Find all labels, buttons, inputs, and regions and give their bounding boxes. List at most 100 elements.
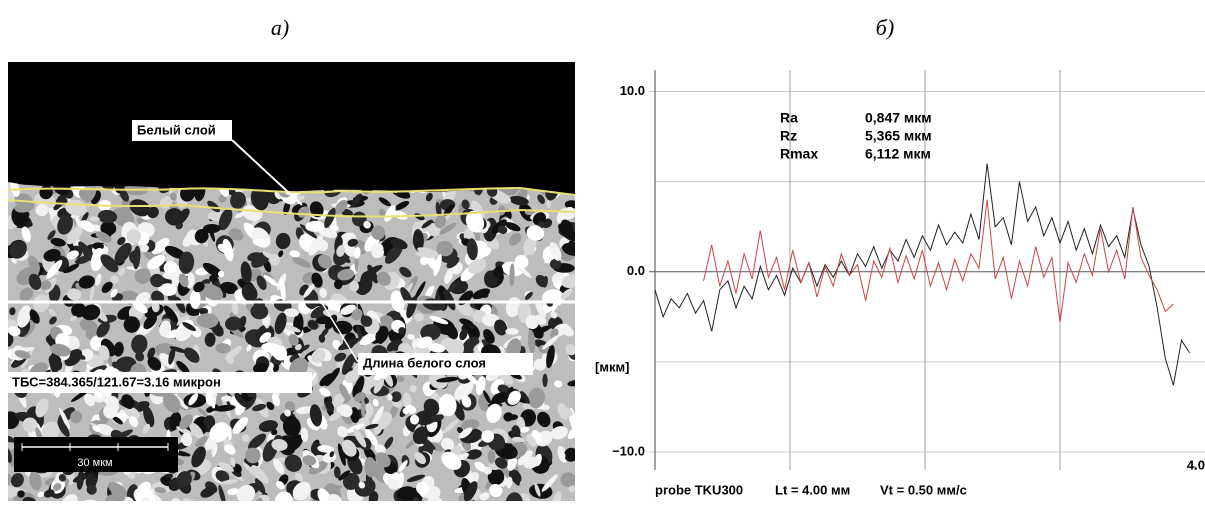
grain (17, 490, 25, 498)
grain (174, 208, 190, 225)
grain (284, 454, 303, 472)
grain (407, 333, 415, 340)
grain (317, 254, 332, 269)
grain (303, 284, 315, 298)
grain (434, 215, 447, 229)
grain (288, 333, 299, 346)
grain (520, 391, 530, 404)
grain (430, 442, 444, 452)
grain (470, 200, 485, 220)
grain (41, 421, 60, 442)
grain (546, 198, 552, 209)
grain (504, 221, 521, 232)
grain (142, 423, 151, 434)
grain (184, 347, 200, 363)
grain (483, 466, 492, 475)
grain (178, 251, 195, 274)
grain (425, 192, 433, 202)
grain (258, 420, 278, 432)
grain (414, 451, 426, 465)
grain (489, 484, 503, 498)
grain (409, 414, 420, 425)
grain (564, 206, 575, 220)
grain (126, 229, 142, 244)
grain (151, 238, 170, 255)
grain (110, 275, 119, 284)
grain (487, 449, 496, 464)
micrograph: Белый слой Длина белого слоя ТБС=384.365… (7, 62, 576, 501)
y-axis-label: [мкм] (595, 359, 629, 374)
grain (523, 236, 537, 252)
x-tick-label: 4.0 (1187, 457, 1205, 472)
grain (390, 391, 402, 403)
grain (218, 208, 233, 231)
grain (47, 230, 56, 240)
stat-name: Rmax (780, 146, 818, 162)
grain (215, 470, 230, 483)
grain (95, 231, 112, 243)
grain (378, 197, 391, 207)
grain (50, 343, 71, 357)
grain (113, 341, 124, 357)
grain (169, 411, 182, 430)
grain (549, 242, 562, 261)
grain (66, 250, 79, 260)
grain (29, 309, 40, 324)
grain (66, 288, 82, 301)
grain (557, 402, 569, 420)
stat-value: 6,112 мкм (865, 146, 931, 162)
grain (435, 202, 442, 218)
grain (134, 268, 151, 284)
grain (302, 455, 317, 466)
y-tick-label: 0.0 (627, 263, 645, 278)
grain (493, 265, 504, 278)
grain (481, 430, 495, 443)
grain (162, 392, 181, 413)
grain (562, 242, 575, 256)
grain (461, 395, 472, 408)
grain (80, 220, 95, 233)
grain (525, 314, 539, 330)
grain (406, 474, 426, 482)
grain (37, 491, 45, 498)
grain (308, 235, 323, 256)
y-tick-label: −10.0 (612, 443, 645, 458)
grain (202, 262, 223, 278)
grain (429, 315, 449, 325)
grain (373, 373, 388, 381)
grain (196, 313, 219, 329)
grain (376, 271, 391, 286)
boundary-line (7, 199, 576, 218)
grain (463, 481, 478, 501)
grain (546, 345, 555, 369)
grain (354, 255, 359, 272)
grain (350, 193, 363, 208)
grain (233, 463, 242, 474)
grain (300, 427, 309, 443)
grain (505, 492, 523, 501)
grain (365, 428, 378, 447)
grain (338, 470, 351, 481)
grain (9, 307, 16, 316)
grain (195, 436, 208, 447)
grain (316, 239, 329, 252)
grain (332, 393, 345, 408)
grain (520, 426, 530, 433)
grain (78, 275, 95, 289)
grain (223, 444, 236, 455)
grain (309, 201, 324, 218)
grain (43, 489, 55, 498)
grain (8, 325, 21, 337)
grain (565, 343, 575, 356)
grain (390, 238, 408, 250)
scale-label: 30 мкм (77, 457, 112, 469)
grain (285, 434, 303, 452)
grain (123, 316, 140, 333)
grain (245, 447, 261, 464)
grain (225, 345, 242, 361)
grain (365, 423, 379, 430)
grain (317, 445, 334, 453)
grain (487, 468, 505, 486)
grain (345, 423, 365, 433)
grain (318, 228, 338, 238)
